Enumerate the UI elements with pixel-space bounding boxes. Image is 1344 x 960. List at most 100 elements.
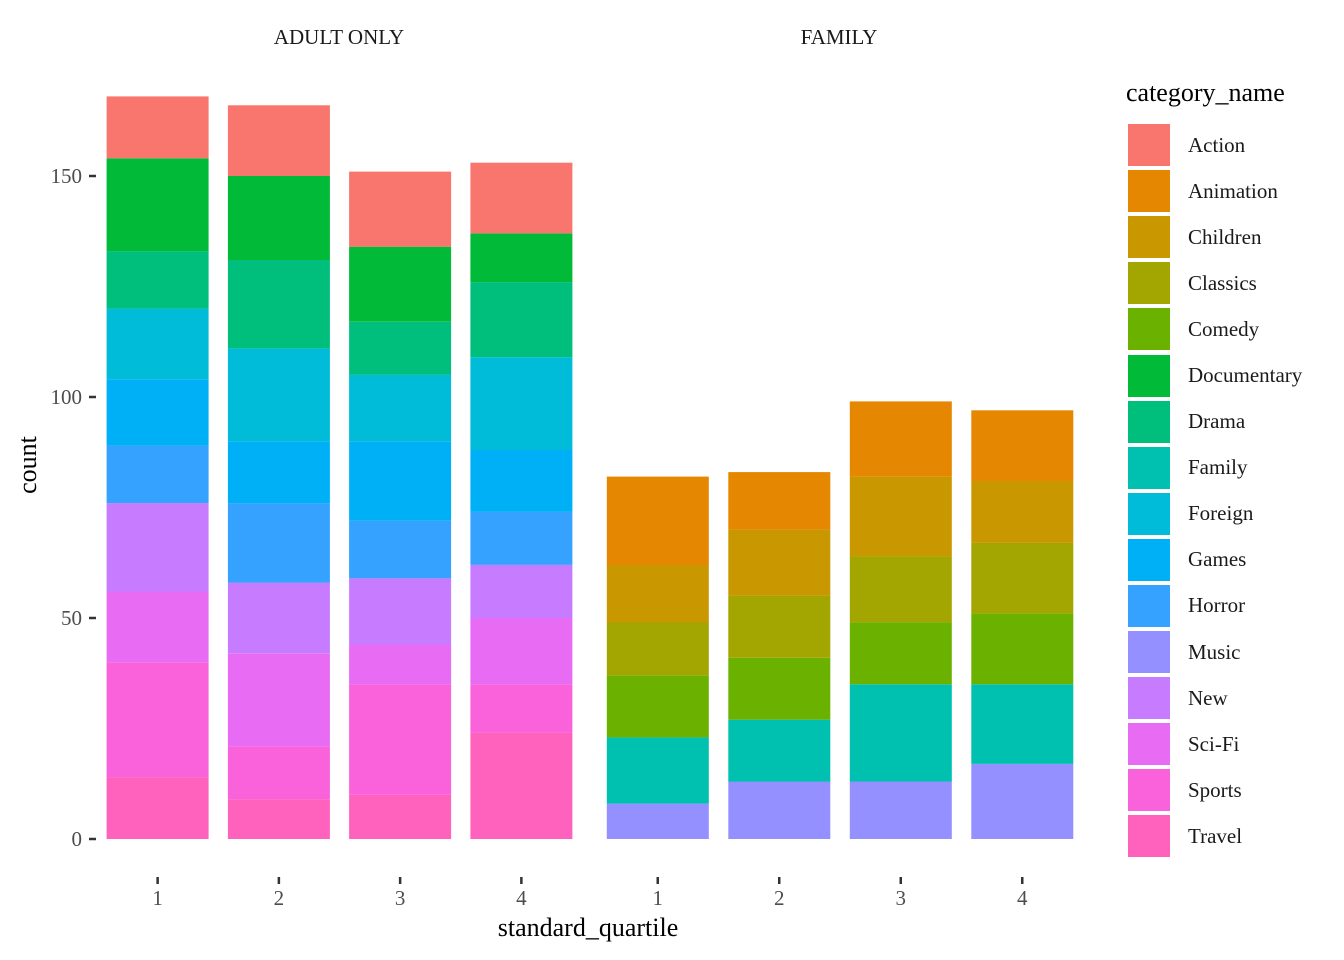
- bar-segment-classics: [728, 595, 831, 658]
- bar-segment-family: [728, 719, 831, 782]
- bar-segment-animation: [606, 476, 709, 565]
- bar-segment-games: [106, 379, 209, 446]
- y-tick-label: 50: [61, 606, 82, 630]
- bar-segment-foreign: [349, 374, 452, 442]
- bar-segment-sports: [470, 684, 573, 733]
- legend-swatch: [1128, 723, 1170, 766]
- legend-label: Games: [1188, 547, 1247, 572]
- legend-label: Animation: [1188, 178, 1278, 203]
- bar-segment-new: [470, 565, 573, 618]
- legend-item-new: New: [1126, 675, 1302, 721]
- legend-item-action: Action: [1126, 122, 1302, 168]
- legend-label: Classics: [1188, 270, 1257, 295]
- bar-segment-animation: [971, 410, 1074, 481]
- bar-segment-action: [227, 105, 330, 176]
- bar-segment-family: [971, 684, 1074, 764]
- bar-segment-comedy: [606, 675, 709, 738]
- x-tick-label: 3: [395, 886, 406, 910]
- legend-item-games: Games: [1126, 537, 1302, 583]
- legend-label: Sports: [1188, 777, 1242, 802]
- x-tick-label: 3: [896, 886, 907, 910]
- y-axis: 0 50 100 150: [51, 164, 96, 851]
- bar-segment-documentary: [349, 246, 452, 322]
- facet-title-family: FAMILY: [800, 25, 878, 49]
- legend-label: Children: [1188, 224, 1262, 249]
- bar-segment-sci-fi: [106, 591, 209, 663]
- legend-label: Horror: [1188, 593, 1246, 618]
- bar-segment-drama: [106, 251, 209, 309]
- facet-title-adult-only: ADULT ONLY: [273, 25, 405, 49]
- bar-segment-documentary: [106, 158, 209, 252]
- bar-segment-new: [106, 503, 209, 592]
- bar-segment-travel: [470, 732, 573, 839]
- legend-swatch: [1128, 170, 1170, 213]
- bar-segment-travel: [106, 777, 209, 839]
- bar-segment-games: [470, 450, 573, 512]
- legend-item-family: Family: [1126, 445, 1302, 491]
- bar-segment-drama: [349, 321, 452, 375]
- bar-segment-comedy: [849, 622, 952, 685]
- x-tick-label: 2: [274, 886, 285, 910]
- bar-segment-games: [227, 441, 330, 504]
- legend-item-travel: Travel: [1126, 813, 1302, 859]
- legend-item-horror: Horror: [1126, 583, 1302, 629]
- x-tick-label: 4: [516, 886, 527, 910]
- bar-segment-documentary: [470, 233, 573, 283]
- legend-label: Sci-Fi: [1188, 731, 1240, 756]
- legend-items: Action Animation Children Classics Comedy Doc…: [1126, 122, 1302, 860]
- bar-segment-new: [227, 582, 330, 654]
- legend-label: Comedy: [1188, 316, 1260, 341]
- legend-item-comedy: Comedy: [1126, 306, 1302, 352]
- bar-segment-action: [349, 171, 452, 247]
- bar-segment-travel: [227, 799, 330, 839]
- bar-segment-sports: [227, 746, 330, 800]
- legend-swatch: [1128, 631, 1170, 674]
- legend-swatch: [1128, 677, 1170, 720]
- x-tick-label: 1: [653, 886, 664, 910]
- bar-segment-classics: [971, 542, 1074, 614]
- legend-label: Travel: [1188, 823, 1243, 848]
- legend-swatch: [1128, 769, 1170, 812]
- x-tick-label: 2: [774, 886, 785, 910]
- bar-segment-comedy: [971, 613, 1074, 685]
- bar-segment-classics: [849, 556, 952, 623]
- legend-item-sci-fi: Sci-Fi: [1126, 721, 1302, 767]
- bar-segment-animation: [849, 401, 952, 477]
- bar-layer: [106, 96, 1074, 839]
- legend-label: Music: [1188, 639, 1241, 664]
- bar-segment-travel: [349, 794, 452, 839]
- bar-segment-drama: [227, 260, 330, 349]
- legend-item-animation: Animation: [1126, 168, 1302, 214]
- bar-segment-children: [971, 481, 1074, 543]
- legend-label: New: [1188, 685, 1228, 710]
- y-tick-label: 150: [51, 164, 83, 188]
- bar-segment-sports: [106, 662, 209, 778]
- bar-segment-games: [349, 441, 452, 521]
- legend-label: Drama: [1188, 409, 1246, 434]
- legend-label: Foreign: [1188, 501, 1254, 526]
- bar-segment-sci-fi: [470, 618, 573, 685]
- legend-item-sports: Sports: [1126, 767, 1302, 813]
- bar-segment-comedy: [728, 657, 831, 720]
- y-tick-label: 0: [72, 827, 83, 851]
- x-tick-label: 1: [152, 886, 163, 910]
- bar-segment-horror: [227, 503, 330, 583]
- legend-item-foreign: Foreign: [1126, 491, 1302, 537]
- legend-swatch: [1128, 262, 1170, 305]
- bar-segment-horror: [106, 445, 209, 504]
- bar-segment-children: [728, 529, 831, 596]
- bar-segment-family: [849, 684, 952, 782]
- x-axis: 1 2 3 4 1 2 3 4: [152, 877, 1028, 910]
- legend-swatch: [1128, 815, 1170, 858]
- legend-swatch: [1128, 124, 1170, 167]
- legend-swatch: [1128, 400, 1170, 443]
- legend-swatch: [1128, 354, 1170, 397]
- bar-segment-foreign: [227, 348, 330, 442]
- bar-segment-action: [106, 96, 209, 159]
- legend-item-classics: Classics: [1126, 260, 1302, 306]
- bar-segment-music: [728, 781, 831, 839]
- legend-item-music: Music: [1126, 629, 1302, 675]
- legend-swatch: [1128, 216, 1170, 259]
- bar-segment-action: [470, 162, 573, 234]
